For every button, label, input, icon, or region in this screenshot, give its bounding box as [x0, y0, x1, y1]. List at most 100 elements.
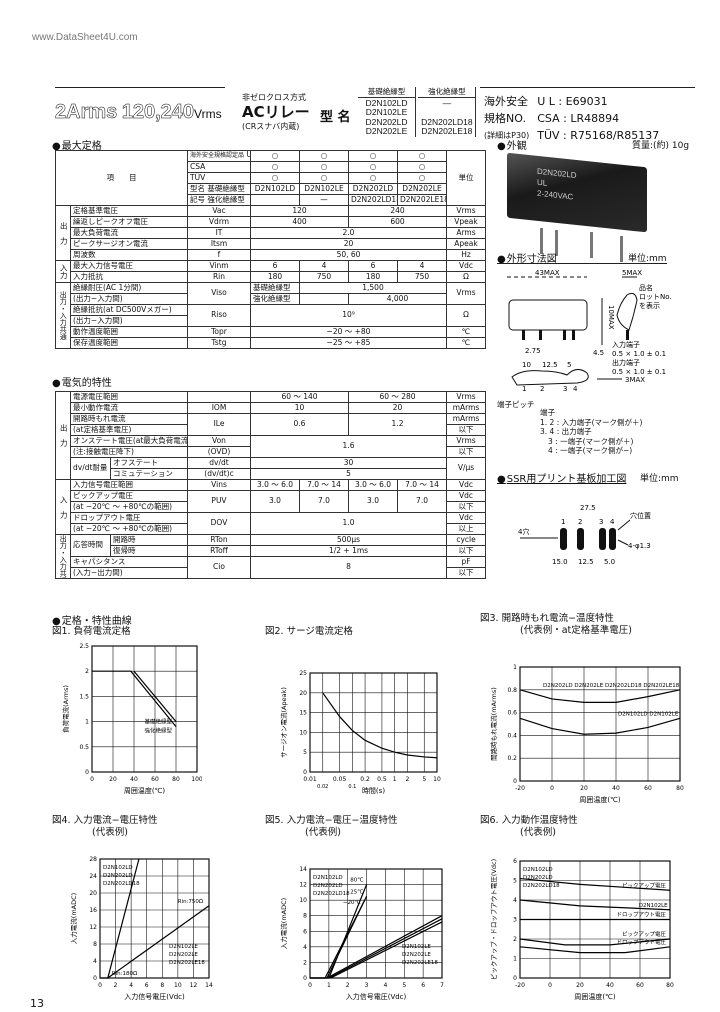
svg-text:10MAX: 10MAX	[607, 305, 615, 330]
y-tick-label: 2	[85, 668, 89, 675]
table-row: ドロップアウト電圧 DOV 1.0 Vdc	[56, 512, 487, 535]
svg-text:12.5: 12.5	[578, 558, 594, 566]
x-tick-label: 40	[130, 776, 138, 783]
safety-standards: 海外安全 U L : E69031 規格NO. CSA : LR48894 (詳細は…	[484, 95, 660, 142]
y-tick-label: 10	[299, 729, 307, 736]
svg-text:入力端子: 入力端子	[612, 340, 640, 349]
series-line	[310, 895, 368, 979]
electrical-table: 出 力 電源電圧範囲 60 〜 140 60 〜 280 Vrms 最小動作電流 IO…	[55, 391, 487, 579]
dim-width: 43MAX	[535, 269, 560, 277]
x-tick-label: 20	[576, 982, 584, 989]
series-label: 強化絶縁型	[145, 727, 173, 735]
annotation-label: D2N202LE	[402, 952, 431, 958]
y-tick-label: 5	[303, 749, 307, 756]
series-line	[326, 915, 443, 979]
svg-text:3: 3	[599, 518, 603, 526]
x-tick-label: 5	[402, 982, 406, 989]
y-tick-label: 0	[93, 975, 97, 982]
annotation-label: D2N202LE	[169, 952, 198, 958]
x-tick-label: 2	[346, 982, 350, 989]
series-label: Rin:750Ω	[178, 899, 203, 905]
svg-text:ロットNo.: ロットNo.	[639, 293, 672, 301]
figure-4: 図4. 入力電流−電圧特性 (代表例) 0 4 8 12 16 20 24 28 0 2 4 6 8 10 12…	[52, 815, 217, 1004]
model-label: 型 名	[320, 110, 351, 125]
series-line	[519, 717, 681, 735]
x-axis-label: 入力信号電圧(Vdc)	[124, 992, 185, 1000]
figure-subtitle: (代表例)	[92, 827, 128, 838]
y-tick-label: 1.5	[79, 693, 89, 700]
annotation-label: D2N102LE	[402, 944, 431, 950]
table-row: 出力・入力共通 応答時間 開路時 RTon 500μs cycle	[55, 534, 487, 579]
figure-plot: 00.20.40.60.81-20 0 20 40 60 80周囲温度(℃)開路時もれ電流…	[489, 664, 684, 804]
table-row: 繰返しピークオフ電圧 Vdrm 400 600 Vpeak	[56, 216, 486, 228]
series-line	[519, 877, 671, 891]
series-line	[92, 670, 177, 728]
section-pcb: SSR用プリント基板加工図	[497, 470, 627, 485]
x-tick-label: 3	[365, 982, 369, 989]
annotation-label: D2N102LD	[103, 865, 133, 871]
x-tick-label: 4	[384, 982, 388, 989]
series-label: D2N202LD D2N202LE D2N202LD18 D2N202LE18	[543, 683, 680, 689]
annotation-label: D2N202LD18	[313, 891, 350, 897]
y-tick-label: 8	[303, 913, 307, 920]
annotation-label: D2N202LE18	[402, 960, 438, 966]
series-line	[330, 921, 443, 979]
y-tick-label: 0	[513, 778, 517, 785]
svg-text:4-φ1.3: 4-φ1.3	[628, 542, 651, 550]
svg-text:12.5: 12.5	[542, 361, 558, 369]
section-dimensions: 外形寸法図	[497, 250, 557, 265]
y-tick-label: 1	[85, 719, 89, 726]
svg-text:品名: 品名	[639, 283, 653, 292]
x-tick-label: 0	[308, 982, 312, 989]
figure-plot: 0 0.5 1 1.5 2 2.5 0 20 40 60 80 100 周囲温度(℃) 負荷電流(Arms…	[61, 643, 203, 795]
pin-notes: 端子 1. 2 : 入力端子(マーク側が＋) 3. 4 : 出力端子 3 : 一…	[540, 408, 643, 455]
svg-text:4: 4	[610, 518, 615, 526]
y-tick-label: 25	[299, 670, 307, 677]
y-tick-label: 6	[303, 928, 307, 935]
svg-text:0.5 × 1.0 ± 0.1: 0.5 × 1.0 ± 0.1	[612, 350, 666, 358]
x-axis-label: 入力信号電圧(Vdc)	[346, 992, 407, 1000]
max-ratings-table: 項 目 海外安全規格認定品 UL ○○○○ 単位 CSA○○○○ TÜV○○○○…	[55, 150, 486, 349]
y-tick-label: 0	[303, 769, 307, 776]
series-line	[133, 670, 177, 722]
svg-text:3MAX: 3MAX	[625, 376, 645, 384]
model-list: 基礎絶縁型 D2N102LD D2N102LE D2N202LD D2N202LE …	[358, 87, 477, 137]
svg-text:15.0: 15.0	[552, 558, 568, 566]
pcb-drawing: 27.5 15.0 12.5 5.0 4-φ1.3 4穴 穴位置 1 2 3 4	[518, 504, 651, 566]
series-label: ピックアップ電圧	[622, 882, 667, 889]
x-tick-label: 6	[421, 982, 425, 989]
x-tick-label: 0	[90, 776, 94, 783]
figure-title: 図6. 入力動作温度特性	[480, 815, 578, 826]
series-label: ピックアップ電圧	[622, 931, 667, 938]
table-row: (出力−入力間) 強化絶縁型 4,000	[56, 293, 486, 305]
figure-1: 図1. 負荷電流定格 0 0.5 1 1.5 2 2.5 0 20 40 60 80 100 周囲温度(℃…	[52, 626, 203, 798]
x-tick-label: -20	[515, 785, 525, 792]
y-tick-label: 12	[299, 882, 307, 889]
page-number: 13	[30, 997, 44, 1010]
y-tick-label: 28	[89, 856, 97, 863]
y-axis-label: 開路時もれ電流(mArms)	[489, 687, 498, 761]
series-line	[519, 946, 671, 954]
x-tick-label: 40	[612, 785, 620, 792]
section-curves: 定格・特性曲線	[52, 612, 132, 627]
dim-thickness: 5MAX	[622, 269, 642, 277]
x-axis-label: 周囲温度(℃)	[124, 786, 166, 794]
series-label: ドロップアウト電圧	[617, 938, 667, 946]
x-tick-label: 14	[205, 982, 213, 989]
y-tick-label: 20	[89, 890, 97, 897]
x-tick-label: 0.2	[360, 776, 370, 783]
series-label: D2N102LD D2N102LE	[618, 711, 679, 717]
x-tick-label: 10	[174, 982, 182, 989]
x-tick-label: 60	[636, 982, 644, 989]
annotation-label: D2N202LD	[313, 883, 343, 889]
series-line	[310, 899, 366, 979]
y-axis-label: サージオン電流(Apeak)	[279, 687, 288, 758]
figure-6: 図6. 入力動作温度特性 (代表例) 0 1 2 3 4 5 6 -20 0 20 40 60 80 周囲温度…	[480, 815, 690, 1004]
x-tick-label: 2	[405, 776, 409, 783]
y-tick-label: 2	[303, 959, 307, 966]
watermark: www.DataSheet4U.com	[32, 32, 138, 43]
svg-text:2: 2	[578, 518, 582, 526]
series-line	[322, 692, 438, 759]
figure-title: 図5. 入力電流−電圧−温度特性	[265, 815, 398, 826]
